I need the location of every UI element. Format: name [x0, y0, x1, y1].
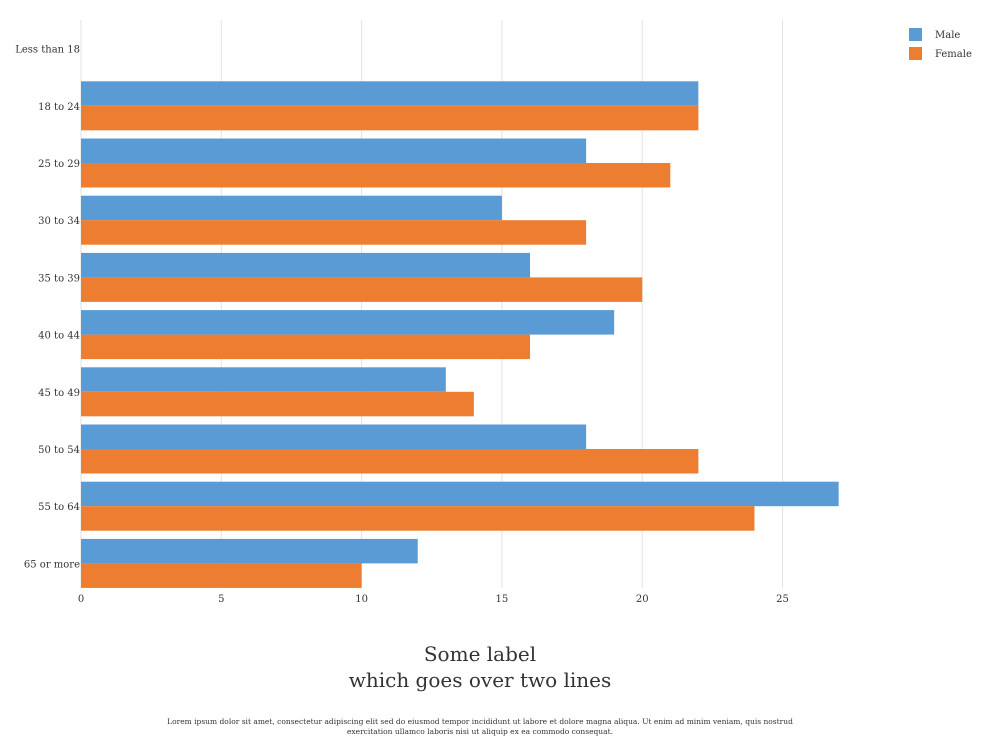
x-tick-label: 10: [355, 594, 368, 605]
bar-male-9: [81, 538, 418, 564]
x-tick-label: 5: [218, 594, 224, 605]
legend-label-female: Female: [935, 49, 972, 60]
bar-female-8: [81, 506, 755, 531]
bar-female-4: [81, 277, 643, 302]
bar-female-7: [81, 449, 699, 474]
bar-male-4: [81, 252, 530, 278]
x-axis-labels: 0 5 10 15 20 25: [78, 594, 789, 605]
bar-female-9: [81, 563, 362, 588]
y-category-label: 50 to 54: [38, 445, 80, 456]
bar-male-5: [81, 310, 615, 335]
legend-swatch-male: [909, 28, 922, 41]
y-category-label: 30 to 34: [38, 216, 80, 227]
bar-female-5: [81, 334, 530, 360]
bar-female-2: [81, 163, 671, 188]
y-category-label: 40 to 44: [38, 331, 80, 342]
x-tick-label: 25: [776, 594, 789, 605]
legend-swatch-female: [909, 47, 922, 60]
bars: [81, 81, 839, 588]
bar-female-1: [81, 105, 699, 131]
y-category-label: 25 to 29: [38, 159, 80, 170]
chart-title-line-1: Some label: [424, 642, 536, 666]
y-axis-labels: Less than 18 18 to 24 25 to 29 30 to 34 35 t…: [15, 45, 80, 571]
chart-title-line-2: which goes over two lines: [349, 668, 612, 692]
x-tick-label: 0: [78, 594, 84, 605]
bar-male-8: [81, 481, 839, 507]
legend: Male Female: [909, 28, 972, 60]
bar-male-1: [81, 81, 699, 106]
x-tick-label: 20: [636, 594, 649, 605]
y-category-label: 45 to 49: [38, 388, 80, 399]
bar-female-3: [81, 220, 587, 245]
legend-label-male: Male: [935, 30, 960, 41]
bar-male-7: [81, 424, 587, 449]
y-category-label: 18 to 24: [38, 102, 80, 113]
bar-male-2: [81, 138, 587, 163]
caption-text: Lorem ipsum dolor sit amet, consectetur …: [167, 717, 793, 736]
y-category-label: 55 to 64: [38, 502, 80, 513]
bar-male-6: [81, 367, 446, 392]
bar-female-6: [81, 391, 474, 417]
y-category-label: 65 or more: [24, 559, 80, 570]
bar-male-3: [81, 195, 502, 221]
x-tick-label: 15: [496, 594, 509, 605]
y-category-label: Less than 18: [15, 45, 80, 56]
y-category-label: 35 to 39: [38, 273, 80, 284]
